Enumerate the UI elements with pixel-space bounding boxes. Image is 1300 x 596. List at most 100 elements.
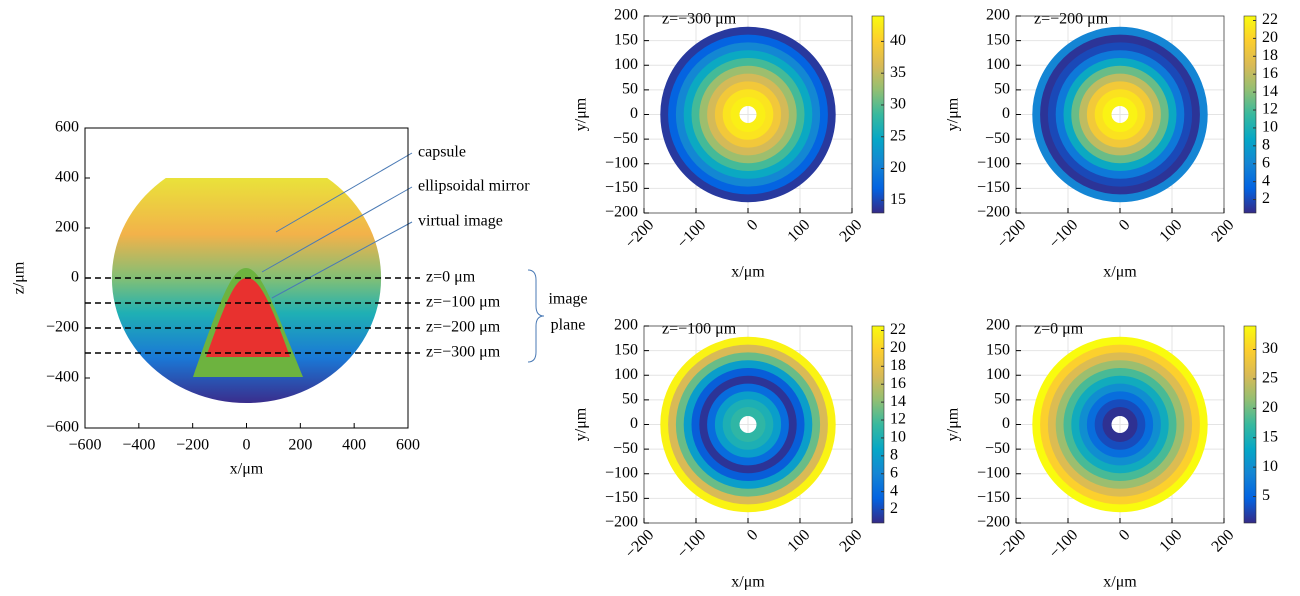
y-tick-label: −400	[46, 369, 79, 386]
intensity-ring	[1086, 81, 1154, 148]
colorbar-tick-label: 4	[1262, 172, 1270, 189]
panel-title: z=−300 μm	[662, 11, 737, 28]
y-tick-label: 0	[630, 415, 638, 432]
intensity-ring	[675, 352, 821, 497]
brace	[527, 269, 545, 363]
colorbar-tick-label: 5	[1262, 487, 1270, 504]
y-tick-label: −50	[985, 130, 1010, 147]
colorbar-tick-label: 4	[890, 482, 898, 499]
intensity-ring	[1055, 360, 1185, 489]
intensity-ring	[1063, 368, 1177, 481]
x-tick-label: 200	[836, 216, 865, 245]
y-axis-label: z/μm	[11, 261, 28, 294]
colorbar-tick-label: 8	[1262, 137, 1270, 154]
y-tick-label: 0	[71, 269, 79, 286]
y-tick-label: 100	[986, 56, 1010, 73]
intensity-ring	[722, 399, 774, 450]
y-tick-label: 50	[622, 81, 638, 98]
y-tick-label: −50	[985, 440, 1010, 457]
x-tick-label: 0	[1116, 216, 1134, 234]
y-axis-label: y/μm	[573, 407, 590, 441]
y-tick-label: 50	[622, 391, 638, 408]
intensity-ring	[1055, 50, 1185, 179]
x-tick-label: 0	[744, 526, 762, 544]
y-tick-label: 50	[994, 81, 1010, 98]
x-tick-label: 200	[1208, 216, 1237, 245]
colorbar-tick-label: 40	[890, 32, 906, 49]
x-axis-label: x/μm	[230, 461, 264, 478]
y-tick-label: 150	[986, 341, 1010, 358]
y-tick-label: −150	[605, 179, 638, 196]
panel-title: z=−100 μm	[662, 321, 737, 338]
y-tick-label: −200	[605, 514, 638, 531]
y-tick-label: 200	[614, 317, 638, 334]
colorbar-tick-label: 20	[1262, 399, 1278, 416]
x-tick-label: −200	[622, 526, 657, 561]
intensity-ring	[668, 344, 828, 505]
y-tick-label: 400	[55, 169, 79, 186]
x-tick-label: 100	[1156, 526, 1185, 555]
virtual-image-shape	[206, 278, 290, 357]
x-tick-label: −200	[622, 216, 657, 251]
image-plane-label: z=−100 μm	[426, 294, 501, 311]
colorbar-tick-label: 18	[1262, 47, 1278, 64]
annotation: capsule	[418, 144, 466, 161]
intensity-ring	[691, 368, 805, 481]
x-tick-label: −200	[994, 216, 1029, 251]
x-tick-label: 0	[744, 216, 762, 234]
y-tick-label: −150	[977, 489, 1010, 506]
colorbar-tick-label: 10	[1262, 119, 1278, 136]
y-tick-label: 100	[614, 56, 638, 73]
intensity-ring	[722, 89, 774, 140]
x-tick-label: −100	[674, 216, 709, 251]
intensity-ring	[1047, 352, 1193, 497]
x-tick-label: −100	[674, 526, 709, 561]
x-tick-label: 0	[1116, 526, 1134, 544]
colorbar-tick-label: 20	[1262, 29, 1278, 46]
schematic-shapes: capsule ellipsoidal mirror virtual image…	[111, 144, 588, 404]
x-tick-label: 400	[342, 437, 366, 454]
y-tick-label: 150	[614, 31, 638, 48]
y-axis-label: y/μm	[945, 97, 962, 131]
colorbar	[1243, 15, 1257, 214]
colorbar-tick-label: 22	[890, 321, 906, 338]
intensity-ring	[730, 97, 766, 132]
colorbar-tick-label: 8	[890, 447, 898, 464]
y-tick-label: 50	[994, 391, 1010, 408]
y-tick-label: 0	[1002, 105, 1010, 122]
y-tick-label: −50	[613, 440, 638, 457]
x-tick-label: 100	[1156, 216, 1185, 245]
y-tick-label: 600	[55, 119, 79, 136]
colorbar-tick-label: 6	[1262, 154, 1270, 171]
y-tick-label: −100	[605, 154, 638, 171]
intensity-ring	[714, 391, 782, 458]
intensity-ring	[675, 42, 821, 187]
x-tick-label: −100	[1046, 216, 1081, 251]
y-tick-label: 200	[986, 7, 1010, 24]
x-tick-label: 0	[243, 437, 251, 454]
colorbar-tick-label: 10	[890, 429, 906, 446]
image-plane-label: z=0 μm	[426, 269, 476, 286]
intensity-ring	[1063, 58, 1177, 171]
intensity-ring	[1079, 383, 1161, 466]
annotation: virtual image	[418, 213, 503, 230]
intensity-ring	[1102, 407, 1138, 442]
intensity-ring	[1040, 344, 1200, 505]
y-tick-label: −200	[46, 319, 79, 336]
x-tick-label: 200	[836, 526, 865, 555]
intensity-ring	[683, 360, 813, 489]
y-axis-label: y/μm	[945, 407, 962, 441]
intensity-ring	[1071, 65, 1169, 164]
colorbar-tick-label: 20	[890, 339, 906, 356]
y-tick-label: −150	[977, 179, 1010, 196]
colorbar-tick-label: 16	[1262, 65, 1278, 82]
colorbar-tick-label: 2	[890, 500, 898, 517]
y-tick-label: 0	[630, 105, 638, 122]
y-tick-label: −50	[613, 130, 638, 147]
y-tick-label: 0	[1002, 415, 1010, 432]
y-tick-label: 150	[986, 31, 1010, 48]
intensity-ring	[660, 336, 836, 513]
colorbar-tick-label: 15	[890, 191, 906, 208]
image-plane-label: z=−300 μm	[426, 344, 501, 361]
intensity-ring	[1086, 391, 1154, 458]
